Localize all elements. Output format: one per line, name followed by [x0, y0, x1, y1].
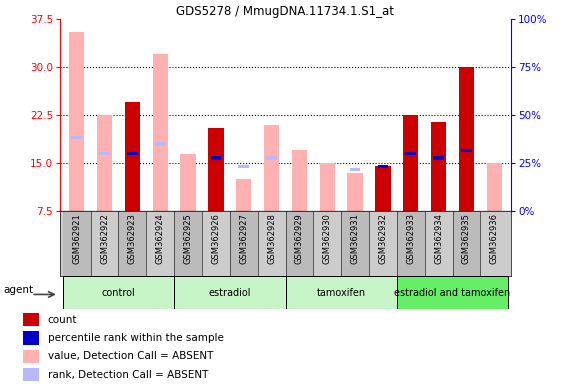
Bar	[461, 149, 472, 152]
Bar	[124, 103, 140, 211]
Bar	[97, 115, 112, 211]
Text: GSM362931: GSM362931	[351, 213, 360, 264]
Text: GSM362927: GSM362927	[239, 213, 248, 264]
Bar	[403, 115, 419, 211]
Bar	[99, 152, 110, 156]
Text: GSM362930: GSM362930	[323, 213, 332, 264]
Text: count: count	[48, 314, 77, 324]
Bar	[118, 211, 146, 276]
Bar	[202, 211, 230, 276]
Bar	[397, 276, 508, 309]
Bar	[69, 32, 85, 211]
Bar	[208, 128, 223, 211]
Bar	[320, 163, 335, 211]
Bar	[286, 276, 397, 309]
Text: agent: agent	[3, 285, 33, 295]
Bar	[369, 211, 397, 276]
Bar	[146, 211, 174, 276]
Bar	[286, 276, 397, 309]
Bar	[266, 156, 277, 160]
Bar	[480, 211, 508, 276]
Text: GSM362928: GSM362928	[267, 213, 276, 264]
Bar	[397, 211, 425, 276]
Text: GSM362929: GSM362929	[295, 213, 304, 264]
Text: GSM362934: GSM362934	[434, 213, 443, 264]
Bar	[397, 276, 508, 309]
Bar	[174, 276, 286, 309]
Bar	[286, 211, 313, 276]
Bar	[238, 165, 249, 168]
Bar	[425, 211, 453, 276]
Text: GSM362921: GSM362921	[72, 213, 81, 264]
Text: GSM362924: GSM362924	[156, 213, 164, 264]
Bar	[63, 276, 174, 309]
Bar	[23, 368, 39, 381]
Text: GSM362933: GSM362933	[407, 213, 415, 264]
Bar	[459, 67, 474, 211]
Bar	[348, 173, 363, 211]
Text: GSM362935: GSM362935	[462, 213, 471, 264]
Bar	[236, 179, 251, 211]
Text: tamoxifen: tamoxifen	[317, 288, 366, 298]
Bar	[431, 122, 447, 211]
Bar	[264, 125, 279, 211]
Text: GSM362936: GSM362936	[490, 213, 499, 264]
Bar	[155, 142, 166, 146]
Text: control: control	[102, 288, 135, 298]
Bar	[313, 211, 341, 276]
Bar	[453, 211, 480, 276]
Text: GSM362926: GSM362926	[211, 213, 220, 264]
Bar	[23, 349, 39, 363]
Bar	[174, 211, 202, 276]
Bar	[230, 211, 258, 276]
Bar	[91, 211, 118, 276]
Bar	[152, 55, 168, 211]
Bar	[180, 154, 196, 211]
Text: GSM362923: GSM362923	[128, 213, 137, 264]
Text: estradiol: estradiol	[208, 288, 251, 298]
Text: GSM362922: GSM362922	[100, 213, 109, 264]
Bar	[23, 313, 39, 326]
Bar	[211, 156, 221, 160]
Bar	[23, 331, 39, 345]
Bar	[258, 211, 286, 276]
Bar	[375, 166, 391, 211]
Text: GSM362925: GSM362925	[183, 213, 192, 264]
Text: GSM362932: GSM362932	[379, 213, 388, 264]
Bar	[292, 151, 307, 211]
Bar	[71, 136, 82, 139]
Bar	[377, 165, 388, 168]
Text: percentile rank within the sample: percentile rank within the sample	[48, 333, 224, 343]
Text: value, Detection Call = ABSENT: value, Detection Call = ABSENT	[48, 351, 213, 361]
Bar	[63, 211, 91, 276]
Bar	[63, 276, 174, 309]
Bar	[174, 276, 286, 309]
Bar	[341, 211, 369, 276]
Bar	[405, 152, 416, 156]
Text: estradiol and tamoxifen: estradiol and tamoxifen	[395, 288, 510, 298]
Title: GDS5278 / MmugDNA.11734.1.S1_at: GDS5278 / MmugDNA.11734.1.S1_at	[176, 5, 395, 18]
Bar	[127, 152, 138, 156]
Text: rank, Detection Call = ABSENT: rank, Detection Call = ABSENT	[48, 370, 208, 380]
Bar	[486, 163, 502, 211]
Bar	[433, 156, 444, 160]
Bar	[350, 168, 360, 171]
